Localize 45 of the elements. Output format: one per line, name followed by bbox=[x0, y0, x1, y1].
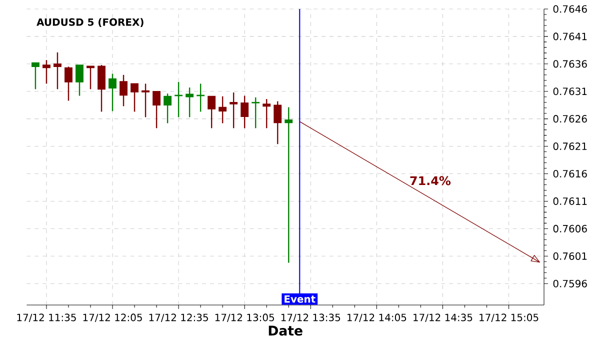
x-axis-title: Date bbox=[268, 326, 302, 336]
candlestick bbox=[284, 106, 293, 264]
candlestick bbox=[252, 96, 260, 129]
y-tick-label: 0.7621 bbox=[553, 142, 587, 150]
ref-line-label: Event bbox=[284, 295, 316, 303]
x-tick-label: 17/12 14:05 bbox=[348, 314, 406, 322]
candlestick bbox=[152, 90, 161, 129]
candlestick bbox=[208, 96, 216, 129]
y-tick-label: 0.7596 bbox=[553, 280, 587, 288]
x-tick-label: 17/12 14:35 bbox=[414, 314, 472, 322]
candlestick bbox=[76, 64, 84, 96]
candlestick bbox=[218, 96, 227, 124]
y-tick-label: 0.7636 bbox=[553, 60, 587, 68]
y-tick-label: 0.7646 bbox=[553, 5, 587, 13]
candlestick bbox=[186, 86, 194, 118]
candlestick bbox=[142, 83, 150, 118]
x-tick-label: 17/12 15:05 bbox=[480, 314, 538, 322]
candlestick bbox=[164, 92, 172, 124]
y-tick-label: 0.7616 bbox=[553, 170, 587, 178]
x-tick-label: 17/12 13:35 bbox=[281, 314, 340, 322]
candlestick bbox=[120, 74, 128, 107]
candlestick bbox=[108, 73, 116, 112]
y-tick-label: 0.7631 bbox=[553, 88, 587, 96]
candlestick bbox=[262, 98, 271, 129]
y-tick-label: 0.7611 bbox=[553, 197, 587, 205]
candlestick bbox=[240, 95, 249, 129]
candlestick bbox=[130, 83, 139, 112]
candlestick bbox=[64, 66, 72, 102]
candlestick bbox=[98, 64, 106, 112]
candlestick bbox=[86, 66, 94, 90]
candlestick bbox=[54, 52, 62, 90]
x-tick-label: 17/12 13:05 bbox=[215, 314, 274, 322]
y-tick-label: 0.7601 bbox=[553, 252, 587, 260]
candlestick bbox=[230, 92, 238, 129]
x-tick-label: 17/12 12:35 bbox=[149, 314, 208, 322]
text: AUDUSD 5 (FOREX) bbox=[36, 18, 144, 27]
candlestick bbox=[42, 59, 50, 84]
x-tick-label: 17/12 12:05 bbox=[83, 314, 142, 322]
annotation: 71.4% bbox=[410, 176, 451, 186]
y-tick-label: 0.7641 bbox=[553, 32, 587, 40]
y-tick-label: 0.7606 bbox=[553, 224, 587, 232]
candlestick bbox=[274, 100, 282, 145]
y-tick-label: 0.7626 bbox=[553, 115, 587, 123]
x-tick-label: 17/12 11:35 bbox=[17, 314, 76, 322]
candlestick bbox=[32, 62, 40, 90]
